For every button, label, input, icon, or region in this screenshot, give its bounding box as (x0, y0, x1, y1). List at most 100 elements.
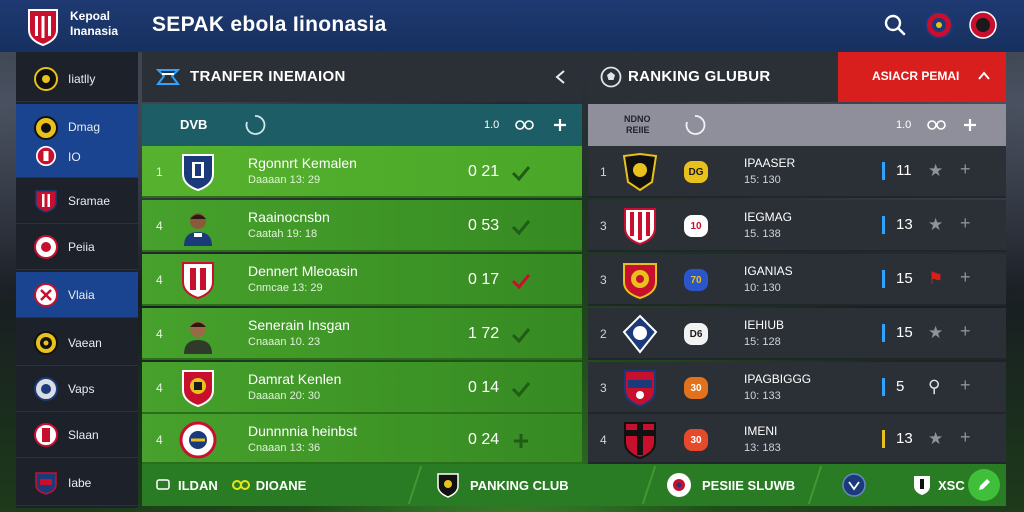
club-crest-icon (622, 314, 658, 354)
add-icon[interactable] (962, 117, 978, 133)
sidebar: Iiatlly Dmag IO Sramae Peiia Vlaia Vaean… (16, 52, 138, 508)
ranking-row[interactable]: 3 70 IGANIAS 10: 130 15 ⚑ + (588, 254, 1006, 306)
pin-icon[interactable]: ⚲ (928, 377, 941, 396)
transfer-row[interactable]: 4 Dennert Mleoasin Cnmcae 13: 29 0 17 (142, 254, 582, 306)
club-code-badge: D6 (684, 323, 708, 345)
ranking-row[interactable]: 3 10 IEGMAG 15. 138 13 ★ + (588, 200, 1006, 252)
ranking-row[interactable]: 2 D6 IEHIUB 15: 128 15 ★ + (588, 308, 1006, 360)
check-icon[interactable] (510, 162, 532, 184)
plus-icon[interactable]: + (960, 159, 971, 179)
sidebar-item-1[interactable]: Iiatlly (16, 56, 138, 102)
plus-icon[interactable]: + (960, 375, 971, 395)
ranking-sub-meta: 1.0 (896, 119, 912, 131)
club-code-badge: 30 (684, 377, 708, 399)
sidebar-item-4[interactable]: Peiia (16, 224, 138, 270)
bottom-nav-item-pesiie[interactable]: PESIIE SLUWB (666, 464, 795, 506)
star-icon[interactable]: ★ (928, 429, 944, 448)
star-icon[interactable]: ★ (928, 323, 944, 342)
check-icon[interactable] (510, 216, 532, 238)
check-icon[interactable] (510, 270, 532, 292)
flag-icon[interactable]: ⚑ (928, 269, 944, 288)
club-points: 13 (896, 430, 913, 447)
club-crest-icon (35, 471, 57, 495)
club-crest-icon (34, 330, 58, 355)
transfer-date: Cnaaan 10. 23 (248, 336, 321, 348)
club-crest-icon[interactable] (842, 473, 866, 497)
star-icon[interactable]: ★ (928, 215, 944, 234)
check-icon[interactable] (510, 324, 532, 346)
plus-icon[interactable] (510, 430, 532, 452)
plus-icon[interactable]: + (960, 213, 971, 233)
add-icon[interactable] (552, 117, 568, 133)
plus-icon[interactable]: + (960, 267, 971, 287)
club-points: 5 (896, 378, 905, 395)
bottom-nav-label: XSC (938, 477, 965, 493)
transfer-rank: 4 (156, 219, 163, 233)
club-crest-icon (182, 262, 214, 300)
chevron-up-icon[interactable] (976, 69, 992, 83)
transfer-date: Cnmcae 13: 29 (248, 282, 323, 294)
star-icon[interactable]: ★ (928, 161, 944, 180)
ranking-row[interactable]: 1 DG IPAASER 15: 130 11 ★ + (588, 146, 1006, 198)
bottom-nav-item-ildan[interactable]: ILDAN DIOANE (156, 464, 306, 506)
trend-indicator (882, 216, 885, 234)
refresh-icon[interactable] (684, 114, 706, 136)
edit-button[interactable] (968, 469, 1000, 501)
club-name: IGANIAS (744, 264, 793, 278)
bottom-nav-item-ranking[interactable]: PANKING CLUB (436, 464, 569, 506)
transfer-row[interactable]: 4 Senerain Insgan Cnaaan 10. 23 1 72 (142, 308, 582, 360)
user-club-avatar-icon[interactable] (968, 10, 998, 40)
club-crest-icon (624, 422, 656, 460)
club-crest-icon (623, 263, 657, 300)
bottom-nav-label: DIOANE (255, 477, 307, 493)
sidebar-item-9[interactable]: Iabe (16, 460, 138, 506)
plus-icon[interactable]: + (960, 427, 971, 447)
transfer-row[interactable]: 1 Rgonnrt Kemalen Daaaan 13: 29 0 21 (142, 146, 582, 198)
sidebar-item-2[interactable]: Dmag IO (16, 104, 138, 178)
club-points: 15 (896, 270, 913, 287)
link-icon[interactable] (926, 117, 948, 133)
tab-asia-ranking[interactable]: ASIACR PEMAI (838, 52, 1006, 102)
transfer-value: 0 24 (468, 431, 500, 448)
sidebar-item-3[interactable]: Sramae (16, 178, 138, 224)
check-icon[interactable] (510, 378, 532, 400)
club-crest-icon (34, 282, 58, 307)
club-name: IEGMAG (744, 210, 793, 224)
player-name: Raainocnsbn (248, 209, 330, 225)
player-name: Damrat Kenlen (248, 371, 342, 387)
club-name: IPAGBIGGG (744, 372, 812, 386)
link-icon[interactable] (514, 117, 536, 133)
brand-logo-icon[interactable] (26, 8, 60, 46)
transfer-row[interactable]: 4 Dunnnnia heinbst Cnaaan 13: 36 0 24 (142, 414, 582, 464)
player-name: Dennert Mleoasin (248, 263, 358, 279)
transfer-date: Caatah 19: 18 (248, 228, 318, 240)
sidebar-item-label: Vlaia (68, 287, 95, 302)
ranking-row[interactable]: 4 30 IMENI 13: 183 13 ★ + (588, 414, 1006, 464)
transfer-rank: 1 (156, 165, 163, 179)
shield-icon (914, 476, 930, 495)
bottom-nav-item-xsc[interactable]: XSC (912, 464, 965, 506)
ranking-row[interactable]: 3 30 IPAGBIGGG 10: 133 5 ⚲ + (588, 362, 1006, 414)
sidebar-item-8[interactable]: Slaan (16, 412, 138, 458)
collapse-chevron-icon[interactable] (552, 68, 570, 86)
club-crest-icon (34, 422, 58, 447)
club-crest-icon (182, 154, 214, 192)
transfer-sub-meta: 1.0 (484, 119, 500, 131)
transfer-sub-label: DVB (180, 117, 208, 132)
sidebar-item-7[interactable]: Vaps (16, 366, 138, 412)
search-icon[interactable] (880, 10, 910, 40)
club-stat: 10: 133 (744, 390, 781, 402)
top-bar: Kepoal Inanasia SEPAK ebola Iinonasia (0, 0, 1024, 52)
transfer-row[interactable]: 4 Damrat Kenlen Daaaan 20: 30 0 14 (142, 362, 582, 414)
sidebar-item-5[interactable]: Vlaia (16, 272, 138, 318)
trend-indicator (882, 430, 885, 448)
ranking-sub-label: NDNO (624, 114, 651, 124)
link-icon (231, 480, 250, 490)
transfer-row[interactable]: 4 Raainocnsbn Caatah 19: 18 0 53 (142, 200, 582, 252)
federation-badge-icon[interactable] (924, 10, 954, 40)
club-crest-icon (34, 116, 58, 140)
sidebar-item-6[interactable]: Vaean (16, 320, 138, 366)
plus-icon[interactable]: + (960, 321, 971, 341)
refresh-icon[interactable] (244, 114, 266, 136)
club-crest-icon (622, 152, 658, 192)
